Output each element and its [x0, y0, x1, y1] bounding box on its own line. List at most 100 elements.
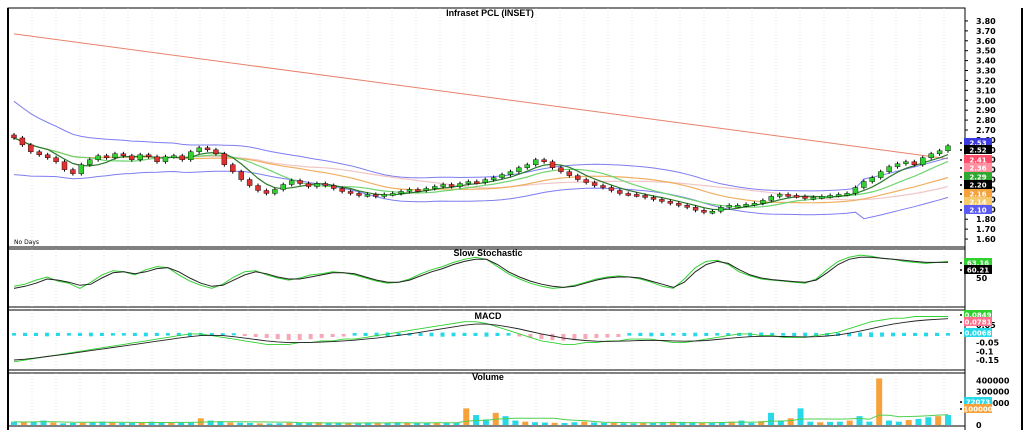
- y-tick-label: 3.10: [976, 86, 996, 95]
- candle-body: [793, 195, 800, 198]
- volume-bar: [296, 423, 303, 425]
- macd-histogram-bar: [264, 333, 269, 339]
- value-label: 72073: [966, 399, 990, 407]
- macd-histogram-bar: [154, 332, 159, 336]
- value-label: 0.0849: [964, 312, 991, 320]
- candle-body: [591, 182, 598, 186]
- candle-body: [389, 193, 396, 196]
- macd-histogram-bar: [242, 333, 247, 336]
- value-label-box: [964, 197, 992, 206]
- volume-title: Volume: [472, 372, 504, 382]
- value-label-box: [964, 265, 992, 274]
- volume-bar: [620, 423, 627, 425]
- value-label-box: [964, 328, 992, 337]
- candle-body: [566, 171, 573, 176]
- candle-body: [171, 155, 177, 158]
- macd-histogram-bar: [506, 333, 511, 336]
- candle-body: [768, 196, 774, 201]
- candle-body: [196, 147, 202, 153]
- y-tick-label: 3.00: [976, 96, 996, 105]
- volume-bar: [335, 423, 342, 425]
- volume-bar: [99, 421, 106, 425]
- value-label: 0.0781: [964, 319, 991, 327]
- candle-body: [617, 190, 623, 194]
- candle-body: [583, 179, 589, 183]
- candle-body: [78, 164, 85, 174]
- candle-body: [894, 163, 901, 167]
- candle-body: [440, 184, 446, 187]
- volume-bar: [679, 421, 686, 425]
- value-label-box: [964, 163, 992, 172]
- candle-body: [524, 164, 530, 168]
- candle-body: [120, 153, 127, 156]
- macd-histogram-bar: [561, 333, 566, 341]
- y-tick-label: 50: [976, 274, 988, 283]
- candle-body: [145, 154, 152, 157]
- macd-histogram-bar: [55, 332, 60, 336]
- stochastic-line: [13, 256, 948, 289]
- macd-histogram-bar: [638, 332, 643, 336]
- macd-histogram-bar: [297, 333, 302, 341]
- volume-bar: [237, 422, 244, 425]
- volume-bar: [738, 420, 745, 425]
- candle-body: [129, 155, 135, 160]
- macd-histogram-bar: [759, 332, 764, 337]
- y-tick-label: 3.70: [976, 27, 996, 36]
- value-label-marker: [960, 159, 962, 161]
- candle-body: [802, 196, 808, 199]
- y-tick-label: 1.60: [976, 235, 996, 244]
- ma-200-line: [13, 33, 949, 160]
- volume-bar: [266, 423, 273, 425]
- volume-bar: [787, 418, 794, 425]
- volume-bar: [384, 422, 391, 425]
- candle-body: [272, 189, 278, 194]
- volume-bar: [640, 422, 647, 425]
- macd-histogram-bar: [33, 332, 38, 336]
- candle-body: [936, 150, 943, 154]
- candle-body: [204, 147, 211, 151]
- volume-bar: [502, 416, 509, 425]
- macd-histogram-bar: [737, 332, 742, 336]
- y-tick-label: 2.90: [976, 106, 996, 115]
- candle-body: [667, 201, 674, 204]
- volume-bar: [748, 422, 755, 425]
- volume-bar: [256, 423, 263, 425]
- value-label: 2.53: [969, 140, 986, 148]
- volume-bar: [414, 423, 421, 425]
- grid: [31, 8, 945, 247]
- volume-bar: [581, 421, 588, 425]
- macd-histogram-bar: [374, 332, 379, 337]
- macd-histogram-bar: [418, 332, 423, 336]
- volume-bar: [404, 422, 411, 425]
- volume-bar: [886, 420, 893, 425]
- volume-bar: [79, 422, 86, 425]
- candle-body: [751, 203, 758, 206]
- candle-body: [549, 161, 556, 168]
- macd-histogram-bar: [550, 333, 555, 341]
- candle-body: [516, 167, 522, 172]
- candle-body: [827, 195, 833, 198]
- y-tick-label: 2.70: [976, 126, 996, 135]
- volume-bar: [178, 422, 185, 425]
- macd-histogram-bar: [627, 333, 632, 336]
- candle-body: [835, 194, 842, 197]
- macd-histogram-bar: [385, 332, 390, 337]
- macd-histogram-bar: [649, 332, 654, 337]
- volume-bar: [119, 422, 126, 425]
- bollinger-lower: [13, 170, 949, 220]
- candle-body: [676, 203, 682, 206]
- value-label-marker: [960, 332, 962, 334]
- candle-body: [263, 190, 270, 194]
- candles: [11, 132, 951, 215]
- macd-histogram-bar: [176, 332, 181, 336]
- macd-histogram-bar: [77, 332, 82, 336]
- candle-body: [650, 197, 657, 200]
- candle-body: [230, 164, 236, 172]
- macd-histogram-bar: [946, 333, 950, 336]
- candle-body: [356, 193, 362, 196]
- macd-histogram-bar: [275, 333, 280, 340]
- y-tick-label: 3.40: [976, 57, 996, 66]
- y-tick-label: 3.20: [976, 76, 996, 85]
- macd-histogram-bar: [253, 333, 258, 338]
- stochastic-title: Slow Stochastic: [453, 248, 522, 258]
